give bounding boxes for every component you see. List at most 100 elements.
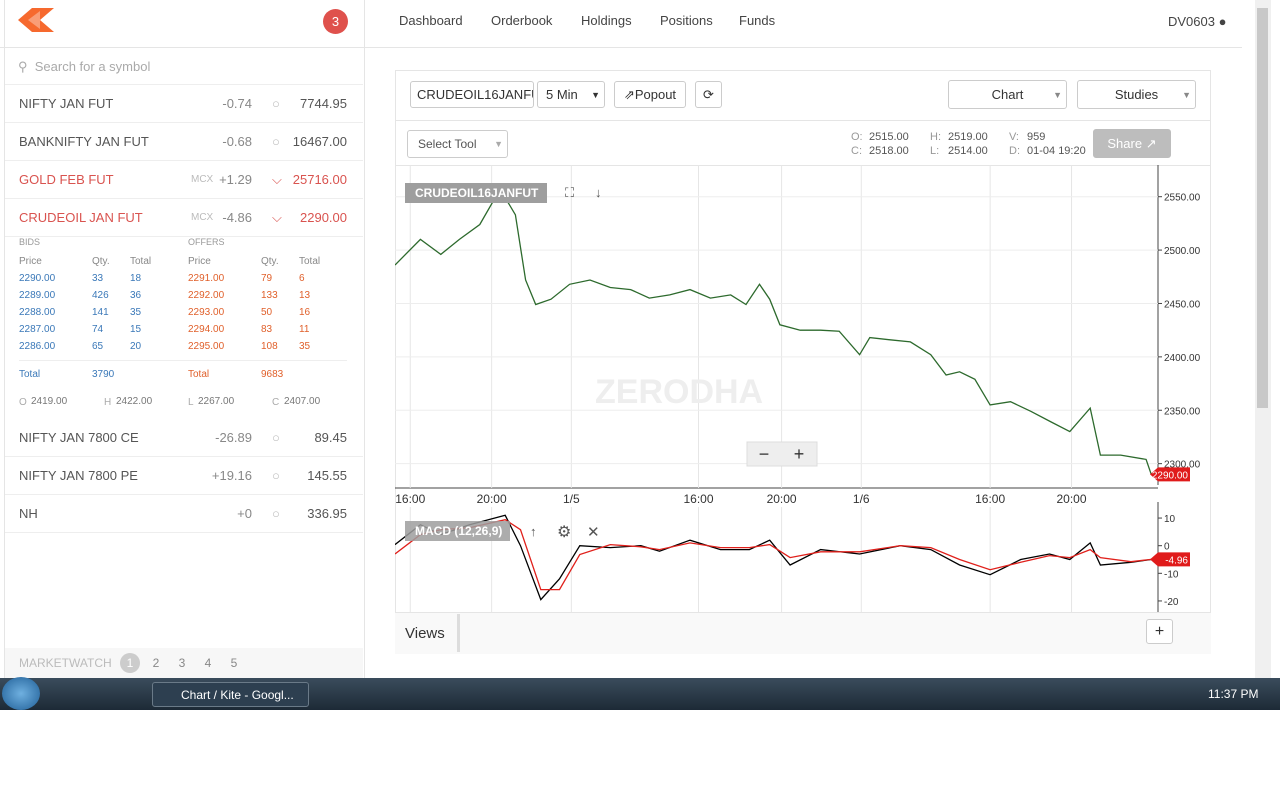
bids-title: BIDS [19, 237, 41, 247]
price: 2290.00 [300, 210, 347, 225]
studies-label: Studies [1114, 87, 1159, 102]
indicator: ⌵ [272, 210, 282, 225]
select-tool[interactable]: Select Tool ▼ [407, 130, 508, 158]
y-tick-label: 10 [1164, 514, 1176, 525]
info-value: 2518.00 [869, 145, 909, 157]
y-tick-label: 2400.00 [1164, 353, 1201, 364]
column-header: Qty. [92, 256, 110, 267]
watchlist-row[interactable] [5, 456, 363, 495]
y-tick-label: 0 [1164, 542, 1170, 553]
x-tick-label: 20:00 [477, 492, 507, 506]
views-bar [395, 612, 1211, 654]
close-icon: ✕ [587, 524, 600, 541]
logo[interactable] [18, 8, 56, 34]
depth-cell: 141 [92, 307, 109, 318]
search[interactable]: ⚲ Search for a symbol [18, 59, 151, 74]
interval-select[interactable]: 5 Min ▼ [537, 81, 605, 108]
nav-link[interactable]: Dashboard [399, 13, 463, 28]
studies-select[interactable]: Studies ▼ [1077, 80, 1196, 109]
share-label: Share [1107, 136, 1143, 151]
column-header: Total [299, 256, 321, 267]
depth-cell: 108 [261, 341, 278, 352]
watchlist-footer [5, 648, 363, 678]
watchlist-row[interactable] [5, 122, 363, 161]
nav-link[interactable]: Funds [739, 13, 776, 28]
watchlist-row[interactable] [5, 84, 363, 123]
y-tick-label: 2550.00 [1164, 193, 1201, 204]
nav-link[interactable]: Positions [660, 13, 713, 28]
nav-link[interactable]: Holdings [581, 13, 632, 28]
depth-cell: 2288.00 [19, 307, 56, 318]
depth-cell: 2292.00 [188, 290, 225, 301]
price: 336.95 [307, 506, 347, 521]
y-tick-label: 2450.00 [1164, 299, 1201, 310]
depth-total: 3790 [92, 369, 115, 380]
watchlist-row[interactable] [5, 494, 363, 533]
instrument-name: BANKNIFTY JAN FUT [19, 134, 149, 149]
price-tag [1150, 552, 1190, 567]
price: 145.55 [307, 468, 347, 483]
symbol-input[interactable]: CRUDEOIL16JANFU [410, 81, 534, 108]
legend-box [405, 183, 547, 203]
page-link[interactable]: 1 [120, 653, 140, 673]
depth-cell: 426 [92, 290, 109, 301]
depth-cell: 133 [261, 290, 278, 301]
x-tick-label: 1/6 [853, 492, 870, 506]
start-button[interactable] [2, 677, 40, 710]
instrument-name: NIFTY JAN 7800 PE [19, 468, 138, 483]
depth-cell: 79 [261, 273, 273, 284]
x-tick-label: 1/5 [563, 492, 580, 506]
watchlist-row[interactable] [5, 418, 363, 457]
chart-area: 16:00 20:00 1/5 16:00 20:00 1/6 16:00 20:00 2300… [395, 165, 1201, 612]
series-line [395, 187, 1152, 475]
depth-cell: 16 [299, 307, 311, 318]
depth-cell: 36 [130, 290, 142, 301]
y-tick-label: -20 [1164, 597, 1179, 608]
refresh-button[interactable]: ⟳ [695, 81, 722, 108]
indicator: ○ [272, 96, 280, 111]
views-tab[interactable]: Views [405, 625, 445, 642]
search-placeholder: Search for a symbol [34, 59, 151, 74]
chart-label: Chart [991, 87, 1024, 102]
scrollbar [1255, 0, 1271, 678]
depth-cell: 2294.00 [188, 324, 225, 335]
nav-link[interactable]: Orderbook [491, 13, 553, 28]
notification-badge[interactable]: 3 [323, 9, 348, 34]
page-link[interactable]: 5 [230, 656, 238, 670]
indicator: ○ [272, 134, 280, 149]
x-tick-label: 20:00 [767, 492, 797, 506]
page-link[interactable]: 2 [152, 656, 160, 670]
price: 25716.00 [292, 172, 347, 187]
change: -26.89 [215, 430, 252, 445]
page-link[interactable]: 4 [204, 656, 212, 670]
info-label: L: [930, 145, 940, 157]
popout-button[interactable]: ⇗ Popout [614, 81, 686, 108]
info-value: 2519.00 [948, 131, 988, 143]
instrument-name: GOLD FEB FUT [19, 172, 114, 187]
change: +19.16 [211, 468, 252, 483]
legend-box [405, 521, 510, 541]
chart-type-select[interactable]: Chart ▼ [948, 80, 1067, 109]
info-value: 2515.00 [869, 131, 909, 143]
exchange: MCX [191, 174, 214, 185]
price-tag [1150, 467, 1190, 482]
legend-label: MACD (12,26,9) [415, 524, 502, 538]
watchlist-row[interactable] [5, 198, 363, 237]
info-label: O: [851, 131, 863, 143]
ohlc-label: C [272, 397, 280, 408]
share-button[interactable]: Share ↗ [1093, 129, 1171, 158]
watchlist-row[interactable] [5, 160, 363, 199]
settings-icon: ⚙ [557, 524, 571, 541]
divider [395, 165, 1211, 166]
add-view-button[interactable]: + [1146, 619, 1173, 644]
user-id: DV0603 [1168, 14, 1215, 29]
depth-cell: 83 [261, 324, 273, 335]
depth-cell: 2291.00 [188, 273, 225, 284]
info-value: 959 [1027, 131, 1046, 143]
taskbar-window[interactable]: Chart / Kite - Googl... [152, 682, 309, 707]
page-link[interactable]: 3 [178, 656, 186, 670]
user-menu[interactable]: DV0603 ● [1168, 14, 1227, 29]
depth-cell: 2295.00 [188, 341, 225, 352]
header-border [0, 47, 1242, 48]
